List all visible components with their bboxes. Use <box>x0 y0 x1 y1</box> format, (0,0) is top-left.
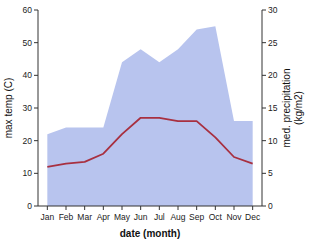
x-tick-label: Jan <box>40 212 54 222</box>
x-tick <box>103 206 104 210</box>
y-tick <box>34 206 38 207</box>
y2-tick <box>262 140 266 141</box>
x-tick-label: Nov <box>226 212 242 222</box>
y2-tick-label: 5 <box>268 168 273 178</box>
y2-axis-label-line: med. precipitation <box>281 69 292 148</box>
x-tick-label: Sep <box>189 212 204 222</box>
y2-tick <box>262 42 266 43</box>
y2-tick-label: 20 <box>268 70 278 80</box>
x-tick <box>215 206 216 210</box>
chart-container: Jan FebMar Apr MayJun Jul Aug Sep OctNovDec 0 10 2… <box>0 0 318 242</box>
y2-tick-label: 15 <box>268 103 278 113</box>
x-tick <box>66 206 67 210</box>
y-tick <box>34 108 38 109</box>
y2-tick <box>262 173 266 174</box>
x-tick-label: Feb <box>59 212 74 222</box>
y2-axis-label-line: (kg/m2) <box>293 91 304 125</box>
temp-line <box>47 118 252 167</box>
y-tick-label: 20 <box>23 136 33 146</box>
x-tick-label: Mar <box>77 212 92 222</box>
x-tick <box>159 206 160 210</box>
y-tick-label: 50 <box>23 38 33 48</box>
y2-tick <box>262 75 266 76</box>
x-tick-label: Jun <box>134 212 148 222</box>
y-tick <box>34 140 38 141</box>
y-tick <box>34 10 38 11</box>
plot-area <box>47 26 252 206</box>
y-tick-label: 0 <box>27 201 32 211</box>
y-tick-label: 60 <box>23 5 33 15</box>
y-tick-label: 40 <box>23 70 33 80</box>
y2-tick <box>262 206 266 207</box>
x-axis-line <box>38 206 262 207</box>
y-axis-label: max temp (C) <box>3 78 14 139</box>
x-tick-label: Oct <box>209 212 223 222</box>
y2-tick <box>262 108 266 109</box>
y-tick <box>34 42 38 43</box>
y2-tick-label: 25 <box>268 38 278 48</box>
y-tick <box>34 75 38 76</box>
y2-axis-label: med. precipitation(kg/m2) <box>281 69 304 148</box>
x-tick <box>84 206 85 210</box>
x-tick <box>47 206 48 210</box>
y2-tick-label: 30 <box>268 5 278 15</box>
x-tick-label: Jul <box>154 212 165 222</box>
y2-tick-label: 10 <box>268 136 278 146</box>
x-tick-label: May <box>114 212 131 222</box>
x-tick <box>140 206 141 210</box>
precip-area <box>47 26 252 206</box>
y-tick-label: 10 <box>23 168 33 178</box>
x-tick <box>122 206 123 210</box>
x-tick-label: Dec <box>245 212 261 222</box>
x-tick <box>252 206 253 210</box>
y-tick-label: 30 <box>23 103 33 113</box>
x-tick <box>234 206 235 210</box>
x-axis-label: date (month) <box>120 228 181 239</box>
x-tick <box>196 206 197 210</box>
y-tick <box>34 173 38 174</box>
y2-tick-label: 0 <box>268 201 273 211</box>
chart: Jan FebMar Apr MayJun Jul Aug Sep OctNovDec 0 10 2… <box>0 0 318 242</box>
x-tick-label: Apr <box>97 212 110 222</box>
x-tick-label: Aug <box>170 212 185 222</box>
y2-tick <box>262 10 266 11</box>
x-tick <box>178 206 179 210</box>
